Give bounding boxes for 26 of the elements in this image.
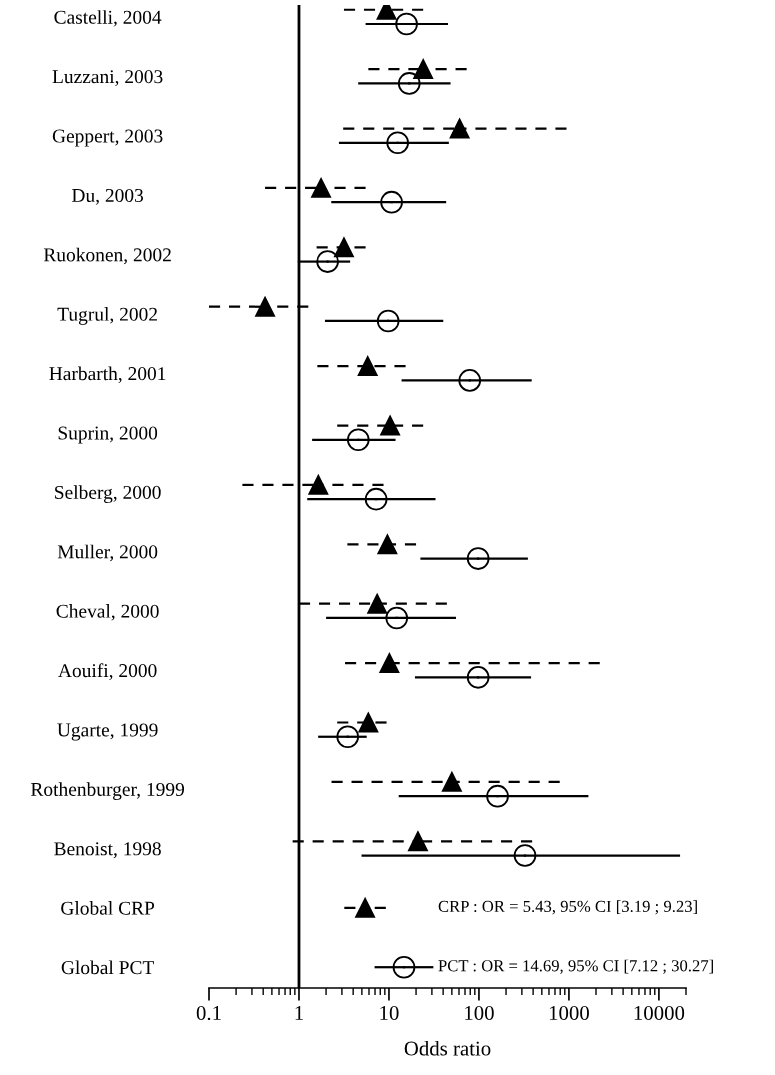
x-tick-label: 10: [380, 1005, 399, 1021]
y-tick-label: Cheval, 2000: [56, 604, 159, 621]
x-tick-label: 100: [465, 1005, 494, 1021]
y-tick-label: Muller, 2000: [57, 544, 158, 562]
y-tick-label: Suprin, 2000: [58, 426, 158, 444]
y-tick-label: Harbarth, 2001: [49, 366, 166, 383]
y-tick-label: Ruokonen, 2002: [43, 247, 171, 265]
y-tick-label: Rothenburger, 1999: [30, 782, 185, 800]
x-tick-label: 1000: [549, 1005, 589, 1021]
annotation: PCT : OR = 14.69, 95% CI [7.12 ; 30.27]: [438, 959, 713, 974]
annotation: CRP : OR = 5.43, 95% CI [3.19 ; 9.23]: [438, 900, 697, 915]
x-tick-label: 0.1: [196, 1005, 221, 1021]
y-tick-label: Tugrul, 2002: [57, 307, 157, 325]
y-tick-label: Geppert, 2003: [52, 129, 163, 147]
y-tick-label: Global PCT: [61, 960, 155, 975]
y-tick-label: Selberg, 2000: [55, 485, 161, 503]
y-tick-label: Du, 2003: [71, 188, 144, 205]
y-tick-label: Luzzani, 2003: [52, 70, 163, 87]
x-tick-label: 1: [295, 1006, 303, 1020]
y-tick-label: Benoist, 1998: [54, 842, 161, 859]
y-tick-label: Ugarte, 1999: [57, 723, 158, 741]
y-tick-label: Global CRP: [61, 901, 155, 915]
x-tick-label: 10000: [634, 1005, 685, 1021]
y-tick-label: Castelli, 2004: [54, 10, 162, 27]
y-tick-label: Aouifi, 2000: [58, 663, 157, 680]
x-axis-title: Odds ratio: [404, 1040, 491, 1056]
